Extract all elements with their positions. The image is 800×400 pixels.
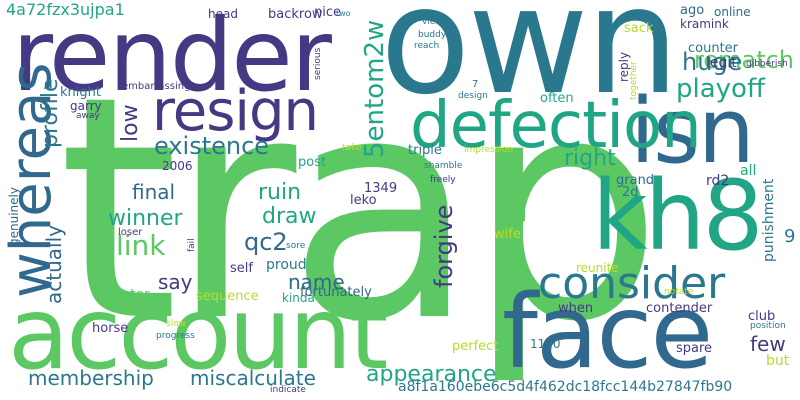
word-right: right: [564, 146, 616, 171]
word-link: link: [116, 229, 166, 262]
word-5entom2w: 5entom2w: [360, 19, 390, 158]
word-all: all: [740, 163, 757, 179]
word-position: position: [750, 321, 786, 331]
word-hash: a8f1a160ebe6c5d4f462dc18fcc144b27847fb90: [398, 379, 733, 395]
word-existence: existence: [154, 132, 270, 160]
word-1349: 1349: [364, 181, 398, 196]
word-2d: 2d: [622, 185, 639, 200]
word-fyi: fyi: [496, 198, 528, 228]
word-rd2: rd2: [706, 173, 730, 189]
word-serious: serious: [313, 47, 323, 80]
word-final: final: [132, 180, 176, 204]
word-rematch: rematch: [694, 46, 795, 74]
word-ago: ago: [680, 3, 705, 18]
word-away: away: [76, 111, 100, 121]
word-miscalculate: miscalculate: [190, 366, 316, 390]
word-buddy: buddy: [418, 30, 447, 40]
word-take: take: [342, 143, 362, 153]
word-appearance: appearance: [366, 362, 497, 387]
word-render: render: [12, 0, 332, 114]
word-perfect: perfect: [452, 339, 499, 354]
word-nice: nice: [314, 5, 341, 20]
word-embarrassing: embarrassing: [122, 81, 191, 92]
word-progress: progress: [156, 331, 195, 341]
word-say: say: [158, 270, 193, 294]
word-horse: horse: [92, 321, 129, 336]
word-profile: profile: [38, 78, 63, 149]
word-membership: membership: [28, 366, 154, 390]
word-knight: knight: [60, 85, 101, 100]
word-two: two: [336, 9, 351, 18]
word-notate: notate: [664, 287, 694, 297]
word-together: together: [629, 61, 639, 100]
word-own: own: [380, 0, 679, 127]
word-impression: impression: [464, 145, 514, 155]
word-7: 7: [472, 79, 479, 90]
word-name: name: [288, 270, 345, 294]
word-design: design: [458, 91, 488, 101]
word-counter: counter: [688, 41, 739, 56]
word-when: when: [558, 301, 594, 316]
word-wife: wife: [494, 227, 521, 242]
word-reach: reach: [414, 41, 440, 51]
word-forgive: forgive: [430, 204, 458, 288]
word-legit: legit: [706, 55, 737, 71]
word-qc2: qc2: [244, 228, 288, 256]
word-account: account: [8, 275, 388, 392]
word-consider: consider: [538, 258, 726, 309]
word-4a72fzx3ujpa1: 4a72fzx3ujpa1: [6, 0, 125, 19]
word-shamble: shamble: [424, 161, 463, 171]
word-defection: defection: [410, 89, 702, 163]
word-spare: spare: [676, 341, 713, 356]
word-backrow: backrow: [268, 7, 323, 22]
word-sack: sack: [624, 21, 654, 36]
word-1100: 1100: [530, 337, 561, 351]
word-sore: sore: [286, 241, 306, 251]
word-kh8: kh8: [592, 160, 764, 272]
word-kinda: kinda: [282, 291, 315, 305]
word-genuinely: genuinely: [7, 187, 21, 246]
word-sequence: sequence: [196, 289, 259, 304]
word-gibberish: gibberish: [746, 59, 788, 69]
word-slow: slow: [166, 319, 187, 329]
word-kramink: kramink: [680, 17, 729, 31]
word-proud: proud: [266, 257, 307, 273]
word-few: few: [750, 332, 786, 356]
word-huge: huge: [682, 48, 743, 76]
word-loser: loser: [118, 227, 143, 238]
word-disaster: disaster: [94, 287, 150, 303]
word-head: head: [208, 7, 238, 21]
word-actually: actually: [42, 225, 66, 304]
word-view: view: [422, 17, 443, 27]
word-fail: fail: [187, 238, 197, 252]
word-freely: freely: [430, 175, 456, 185]
word-post: post: [298, 155, 327, 170]
word-club: club: [748, 309, 776, 324]
word-face: face: [502, 273, 713, 392]
word-winner: winner: [108, 206, 183, 231]
word-low: low: [118, 104, 143, 142]
word-triple: triple: [408, 143, 442, 158]
word-often: often: [540, 91, 574, 106]
word-garry: garry: [70, 99, 102, 113]
word-isn: isn: [630, 79, 755, 184]
word-grand: grand: [616, 173, 655, 188]
word-but: but: [766, 353, 790, 369]
word-2006: 2006: [162, 159, 193, 173]
word-playoff: playoff: [676, 74, 765, 104]
word-contender: contender: [646, 301, 713, 316]
word-leko: leko: [350, 193, 377, 208]
word-9: 9: [784, 226, 796, 247]
word-reunite: reunite: [576, 261, 619, 275]
word-punishment: punishment: [761, 178, 777, 262]
word-fortunately: fortunately: [300, 285, 372, 300]
word-resign: resign: [152, 79, 319, 144]
word-draw: draw: [262, 204, 317, 229]
word-online: online: [714, 5, 751, 19]
word-indicate: indicate: [270, 385, 306, 395]
word-self: self: [230, 261, 253, 276]
word-trap: trap: [58, 30, 663, 389]
word-ruin: ruin: [258, 180, 302, 205]
